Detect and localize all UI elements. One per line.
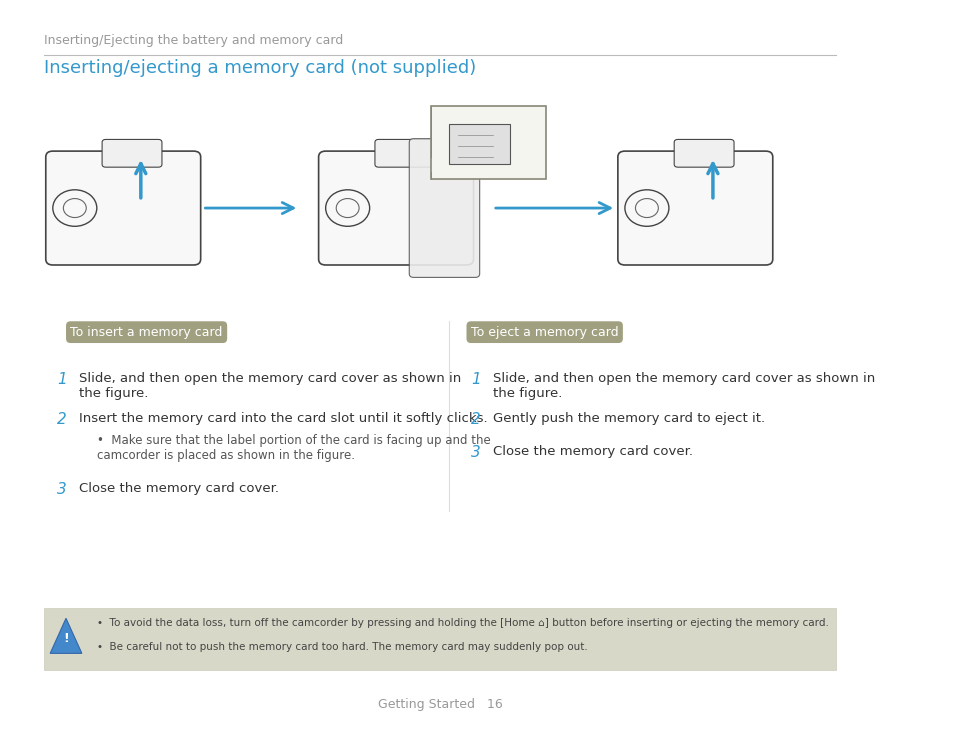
- Text: Getting Started   16: Getting Started 16: [377, 698, 502, 711]
- Text: Slide, and then open the memory card cover as shown in
the figure.: Slide, and then open the memory card cov…: [79, 372, 461, 400]
- Text: •  Make sure that the label portion of the card is facing up and the
camcorder i: • Make sure that the label portion of th…: [96, 434, 490, 462]
- Text: •  To avoid the data loss, turn off the camcorder by pressing and holding the [H: • To avoid the data loss, turn off the c…: [96, 618, 828, 628]
- FancyBboxPatch shape: [318, 151, 473, 265]
- FancyBboxPatch shape: [618, 151, 772, 265]
- Text: Slide, and then open the memory card cover as shown in
the figure.: Slide, and then open the memory card cov…: [493, 372, 874, 400]
- Text: !: !: [63, 632, 69, 645]
- Text: Close the memory card cover.: Close the memory card cover.: [79, 482, 279, 495]
- FancyBboxPatch shape: [449, 124, 510, 164]
- FancyBboxPatch shape: [102, 139, 162, 167]
- Text: To eject a memory card: To eject a memory card: [471, 326, 618, 339]
- Text: Close the memory card cover.: Close the memory card cover.: [493, 445, 692, 458]
- FancyBboxPatch shape: [409, 139, 479, 277]
- Text: 3: 3: [471, 445, 480, 461]
- Text: To insert a memory card: To insert a memory card: [71, 326, 223, 339]
- FancyBboxPatch shape: [674, 139, 733, 167]
- Text: 1: 1: [57, 372, 67, 388]
- Text: Insert the memory card into the card slot until it softly clicks.: Insert the memory card into the card slo…: [79, 412, 487, 426]
- Text: 1: 1: [471, 372, 480, 388]
- Text: Inserting/Ejecting the battery and memory card: Inserting/Ejecting the battery and memor…: [44, 34, 343, 47]
- Text: 2: 2: [471, 412, 480, 428]
- Polygon shape: [51, 618, 82, 653]
- Text: 3: 3: [57, 482, 67, 497]
- FancyBboxPatch shape: [46, 151, 200, 265]
- Text: Gently push the memory card to eject it.: Gently push the memory card to eject it.: [493, 412, 764, 426]
- FancyBboxPatch shape: [375, 139, 435, 167]
- Text: •  Be careful not to push the memory card too hard. The memory card may suddenly: • Be careful not to push the memory card…: [96, 642, 587, 653]
- FancyBboxPatch shape: [431, 106, 545, 179]
- FancyBboxPatch shape: [44, 607, 835, 670]
- Text: Inserting/ejecting a memory card (not supplied): Inserting/ejecting a memory card (not su…: [44, 58, 476, 77]
- Text: 2: 2: [57, 412, 67, 428]
